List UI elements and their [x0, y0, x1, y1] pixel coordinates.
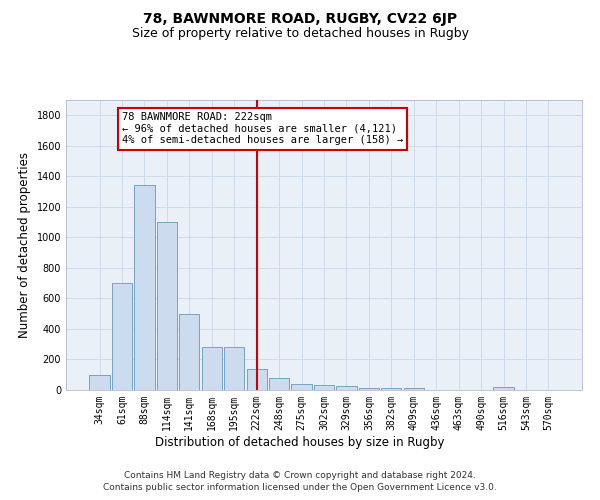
Bar	[269, 378, 289, 390]
Bar	[112, 283, 132, 390]
Bar	[202, 348, 222, 390]
Text: Distribution of detached houses by size in Rugby: Distribution of detached houses by size …	[155, 436, 445, 449]
Bar	[359, 388, 379, 390]
Bar	[314, 384, 334, 390]
Text: Contains public sector information licensed under the Open Government Licence v3: Contains public sector information licen…	[103, 484, 497, 492]
Bar	[224, 348, 244, 390]
Text: Size of property relative to detached houses in Rugby: Size of property relative to detached ho…	[131, 28, 469, 40]
Text: Contains HM Land Registry data © Crown copyright and database right 2024.: Contains HM Land Registry data © Crown c…	[124, 471, 476, 480]
Y-axis label: Number of detached properties: Number of detached properties	[18, 152, 31, 338]
Text: 78, BAWNMORE ROAD, RUGBY, CV22 6JP: 78, BAWNMORE ROAD, RUGBY, CV22 6JP	[143, 12, 457, 26]
Bar	[247, 368, 267, 390]
Bar	[493, 387, 514, 390]
Bar	[381, 388, 401, 390]
Bar	[157, 222, 177, 390]
Bar	[292, 384, 311, 390]
Bar	[404, 388, 424, 390]
Text: 78 BAWNMORE ROAD: 222sqm
← 96% of detached houses are smaller (4,121)
4% of semi: 78 BAWNMORE ROAD: 222sqm ← 96% of detach…	[122, 112, 403, 146]
Bar	[337, 386, 356, 390]
Bar	[179, 314, 199, 390]
Bar	[134, 186, 155, 390]
Bar	[89, 374, 110, 390]
